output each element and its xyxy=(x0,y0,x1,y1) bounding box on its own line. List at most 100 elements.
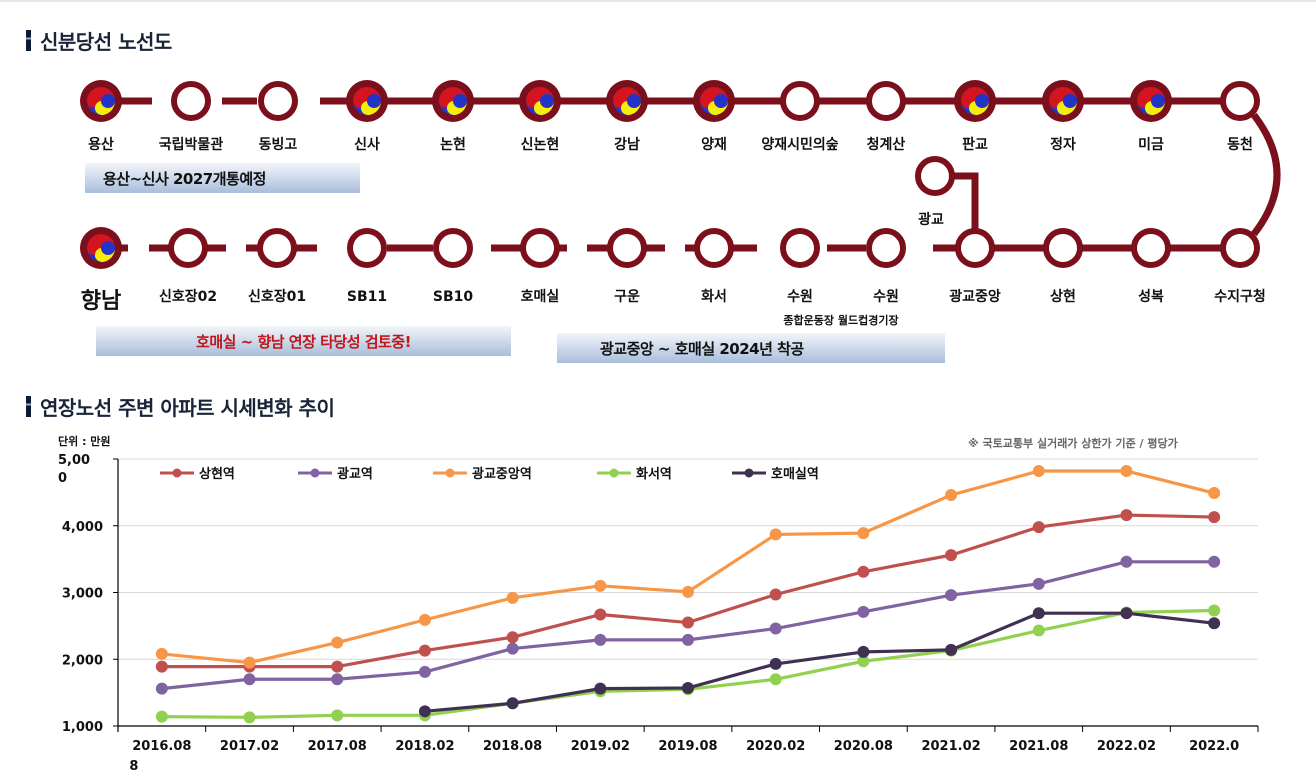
station-ring xyxy=(1220,228,1260,268)
station-ring xyxy=(866,81,906,121)
taeguk-red xyxy=(961,87,989,108)
transfer-station-icon xyxy=(346,80,388,122)
station-label: 수원 xyxy=(787,289,813,305)
taeguk-red xyxy=(526,87,554,108)
station-ring xyxy=(866,228,906,268)
series-0 xyxy=(155,509,1221,673)
track-branch xyxy=(952,172,979,248)
y-tick-label: 3,000 xyxy=(62,587,103,602)
taeguk-yellow xyxy=(446,101,468,116)
data-point xyxy=(769,588,782,601)
station-icon xyxy=(171,81,211,121)
data-point xyxy=(857,527,870,540)
x-tick-label: 2022.0 xyxy=(1189,739,1239,754)
station-icon xyxy=(866,81,906,121)
station-ring xyxy=(171,81,211,121)
banner-gwanggyo-homaesil: 광교중앙 ~ 호매실 2024년 착공 xyxy=(557,333,945,363)
taeguk-yellow xyxy=(360,101,382,116)
legend-item: 광교중앙역 xyxy=(433,466,532,482)
station-ring xyxy=(433,228,473,268)
data-point xyxy=(769,657,782,670)
x-tick-label: 2019.08 xyxy=(658,739,717,754)
station-label: 성복 xyxy=(1138,289,1164,305)
legend-marker xyxy=(445,468,455,478)
data-point xyxy=(1032,577,1045,590)
station-icon xyxy=(168,228,208,268)
data-point xyxy=(594,633,607,646)
y-tick-label: 2,000 xyxy=(62,653,103,668)
data-point xyxy=(243,673,256,686)
data-point xyxy=(857,605,870,618)
station-ring xyxy=(780,228,820,268)
banner-yongsan-text: 용산~신사 2027개통예정 xyxy=(103,169,266,188)
transfer-station-icon xyxy=(80,227,122,269)
taeguk-red xyxy=(1049,87,1077,108)
route-map: 용산 국립박물관 동빙고 신사 논현 신논현 강남 양재 양재시민의숲 청계산 판교 정자 미금 동천향남… xyxy=(80,80,1281,327)
legend-label: 광교역 xyxy=(337,466,373,482)
x-tick-label-line: 2020.02 xyxy=(746,739,805,754)
x-tick-label: 2018.08 xyxy=(483,739,542,754)
x-tick-label-line: 2020.08 xyxy=(834,739,893,754)
legend-label: 광교중앙역 xyxy=(472,466,532,482)
taeguk-yellow xyxy=(533,101,555,116)
data-point xyxy=(418,705,431,718)
station-label: 호매실 xyxy=(521,289,560,305)
station-label: 국립박물관 xyxy=(159,136,224,153)
station-label: 구운 xyxy=(614,289,640,305)
taeguk-red xyxy=(87,87,115,108)
chart-unit-label: 단위 : 만원 xyxy=(58,435,111,448)
data-point xyxy=(1032,465,1045,478)
station-label: SB10 xyxy=(433,289,473,305)
station-ring xyxy=(1043,228,1083,268)
y-tick-label-line: 1,000 xyxy=(62,720,103,735)
title-marker-icon xyxy=(26,396,31,417)
legend-label: 상현역 xyxy=(199,466,235,482)
series-2 xyxy=(155,465,1221,669)
x-tick-label-line: 2021.02 xyxy=(921,739,980,754)
data-point xyxy=(506,631,519,644)
station-label: 미금 xyxy=(1138,137,1164,153)
transfer-station-icon xyxy=(1130,80,1172,122)
taeguk-yellow xyxy=(94,101,116,116)
station-ring xyxy=(915,156,955,196)
data-point xyxy=(594,608,607,621)
y-tick-label-line: 2,000 xyxy=(62,653,103,668)
station-icon xyxy=(780,81,820,121)
data-point xyxy=(1032,624,1045,637)
data-point xyxy=(1208,487,1221,500)
data-point xyxy=(1120,555,1133,568)
station-icon xyxy=(433,228,473,268)
data-point xyxy=(945,489,958,502)
chart-legend: 상현역 광교역 광교중앙역 화서역 호매실역 xyxy=(160,466,819,482)
data-point xyxy=(945,589,958,602)
station-label: SB11 xyxy=(347,289,387,305)
station-icon xyxy=(1220,81,1260,121)
station-label: 상현 xyxy=(1050,289,1076,305)
station-ring xyxy=(780,81,820,121)
x-tick-label-line: 2018.08 xyxy=(483,739,542,754)
data-point xyxy=(769,622,782,635)
x-tick-label: 2020.02 xyxy=(746,739,805,754)
x-tick-label-line: 2021.08 xyxy=(1009,739,1068,754)
transfer-station-icon xyxy=(606,80,648,122)
series-1 xyxy=(155,555,1221,695)
route-labels: 용산 국립박물관 동빙고 신사 논현 신논현 강남 양재 양재시민의숲 청계산 판교 정자 미금 동천향남… xyxy=(81,136,1266,327)
data-point xyxy=(1208,604,1221,617)
station-icon xyxy=(955,228,995,268)
data-point xyxy=(155,647,168,660)
station-label: 화서 xyxy=(701,289,727,305)
legend-label: 화서역 xyxy=(636,466,672,482)
series-line xyxy=(161,469,1215,665)
taeguk-red xyxy=(613,87,641,108)
route-map-title: 신분당선 노선도 xyxy=(26,26,172,55)
x-tick-label: 2021.08 xyxy=(1009,739,1068,754)
legend-item: 화서역 xyxy=(597,466,672,482)
station-icon xyxy=(257,228,297,268)
banner-homaesil-text: 호매실 ~ 향남 연장 타당성 검토중! xyxy=(196,332,411,351)
x-tick-label-line: 8 xyxy=(129,759,138,774)
station-icon xyxy=(520,228,560,268)
data-point xyxy=(682,616,694,629)
station-label: 신논현 xyxy=(521,137,560,153)
station-icon xyxy=(258,81,298,121)
